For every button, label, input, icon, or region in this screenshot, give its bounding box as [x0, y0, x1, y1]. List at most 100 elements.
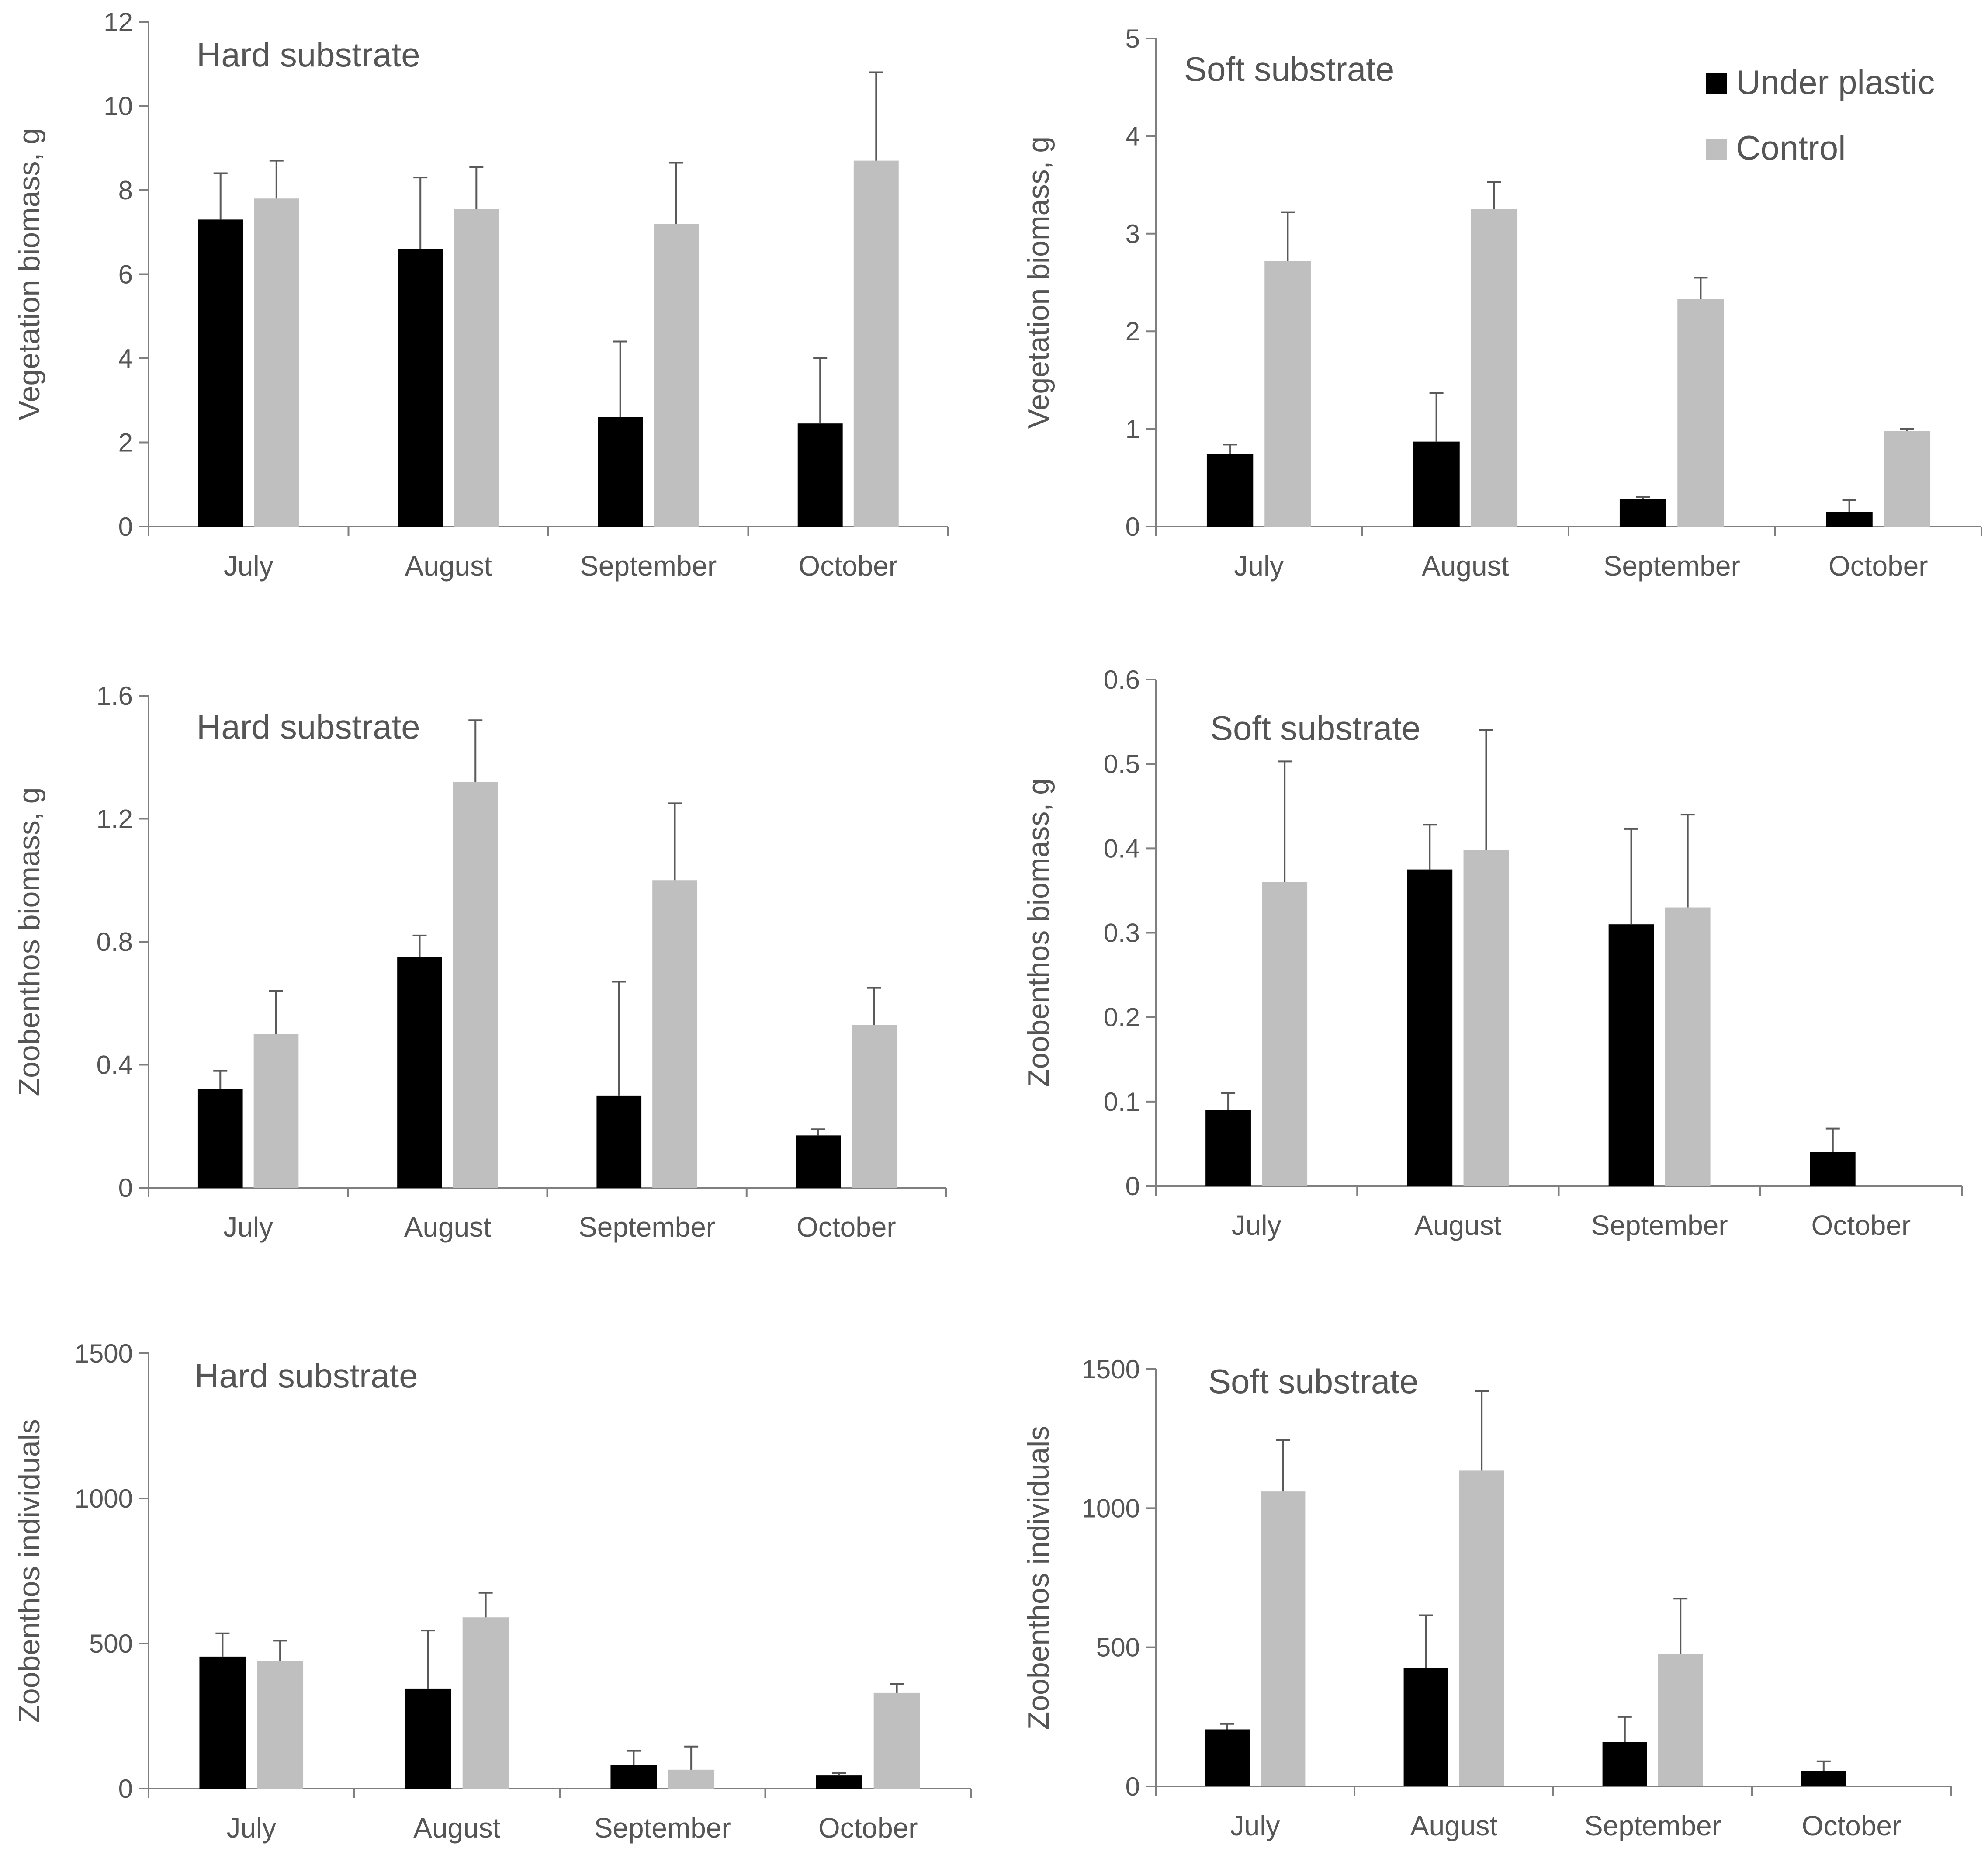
- bar-control: [1264, 261, 1311, 527]
- y-tick-label: 1.2: [97, 804, 133, 834]
- bar-under-plastic: [797, 423, 843, 527]
- bar-under-plastic: [596, 1095, 642, 1188]
- y-tick-label: 0.3: [1104, 919, 1140, 948]
- bar-under-plastic: [598, 417, 643, 527]
- x-category-label: July: [1232, 1210, 1281, 1241]
- y-tick-label: 1500: [75, 1339, 133, 1368]
- bar-under-plastic: [199, 1656, 246, 1789]
- bar-under-plastic: [1206, 454, 1254, 527]
- y-tick-label: 1000: [75, 1484, 133, 1513]
- y-tick-label: 12: [104, 7, 133, 37]
- x-category-label: October: [1811, 1210, 1911, 1241]
- y-axis-title: Vegetation biomass, g: [13, 128, 46, 420]
- bar-control: [454, 209, 499, 527]
- x-category-label: July: [224, 550, 274, 582]
- y-tick-label: 1500: [1082, 1355, 1140, 1384]
- bar-control: [257, 1661, 304, 1789]
- panel-6: 0 500 1000 1500 July August September October So…: [1022, 1355, 1952, 1841]
- bar-under-plastic: [1619, 499, 1666, 527]
- y-axis-title: Zoobenthos biomass, g: [1022, 778, 1055, 1087]
- x-category-label: September: [578, 1211, 715, 1243]
- x-category-label: October: [818, 1812, 918, 1844]
- bar-under-plastic: [198, 219, 243, 527]
- y-tick-label: 2: [1126, 317, 1140, 346]
- panel-title: Soft substrate: [1184, 50, 1394, 88]
- y-tick-label: 4: [1126, 121, 1140, 151]
- x-category-label: July: [1234, 550, 1284, 582]
- panel-title: Soft substrate: [1208, 1362, 1418, 1401]
- y-tick-label: 0: [1126, 1772, 1140, 1801]
- bar-control: [668, 1769, 715, 1789]
- bar-under-plastic: [816, 1775, 862, 1789]
- x-category-label: July: [226, 1812, 276, 1844]
- bar-under-plastic: [1205, 1729, 1250, 1786]
- y-tick-label: 0: [118, 512, 133, 541]
- x-category-label: September: [580, 550, 717, 582]
- x-category-label: September: [1604, 550, 1740, 582]
- y-tick-label: 10: [104, 92, 133, 121]
- bar-under-plastic: [1413, 441, 1460, 527]
- y-tick-label: 0: [118, 1774, 133, 1803]
- panel-4: 0 0.1 0.2 0.3 0.4 0.5 0.6 July August September Oc…: [1022, 665, 1963, 1241]
- y-tick-label: 0: [1126, 1172, 1140, 1201]
- panel-title: Hard substrate: [197, 707, 420, 746]
- x-category-label: August: [1422, 550, 1509, 582]
- bar-under-plastic: [397, 957, 442, 1188]
- x-category-label: August: [1414, 1210, 1501, 1241]
- x-category-label: September: [1591, 1210, 1728, 1241]
- y-tick-label: 2: [118, 428, 133, 458]
- bar-control: [462, 1617, 509, 1789]
- bar-under-plastic: [796, 1135, 841, 1188]
- panel-5: 0 500 1000 1500 July August September October Ha…: [13, 1339, 972, 1844]
- bar-control: [453, 782, 498, 1188]
- bar-control: [1884, 431, 1931, 527]
- panel-title: Hard substrate: [197, 35, 420, 74]
- y-tick-label: 0.8: [97, 927, 133, 957]
- bar-under-plastic: [1205, 1110, 1251, 1186]
- y-axis-title: Zoobenthos individuals: [1022, 1426, 1055, 1730]
- y-tick-label: 5: [1126, 24, 1140, 53]
- y-tick-label: 0.4: [97, 1051, 133, 1080]
- y-axis-title: Zoobenthos biomass, g: [13, 787, 46, 1096]
- y-tick-label: 3: [1126, 219, 1140, 249]
- legend-swatch-under-plastic: [1706, 73, 1727, 94]
- bar-control: [873, 1692, 920, 1789]
- bar-under-plastic: [398, 249, 443, 527]
- y-tick-label: 500: [1096, 1633, 1140, 1662]
- legend-label-control: Control: [1736, 128, 1846, 167]
- bar-under-plastic: [1608, 924, 1654, 1186]
- x-category-label: July: [1230, 1810, 1280, 1841]
- bar-under-plastic: [1407, 869, 1453, 1186]
- x-category-label: September: [1584, 1810, 1721, 1841]
- x-category-label: August: [404, 1211, 491, 1243]
- x-category-label: October: [798, 550, 898, 582]
- bar-control: [254, 198, 299, 527]
- y-tick-label: 6: [118, 260, 133, 289]
- legend: Under plastic Control: [1706, 63, 1935, 167]
- panel-title: Soft substrate: [1210, 709, 1420, 747]
- legend-label-under-plastic: Under plastic: [1736, 63, 1935, 101]
- bar-under-plastic: [1602, 1742, 1647, 1786]
- y-axis-title: Vegetation biomass, g: [1022, 136, 1055, 429]
- x-category-label: August: [405, 550, 492, 582]
- bar-control: [1262, 882, 1308, 1186]
- bar-control: [1261, 1491, 1306, 1786]
- y-tick-label: 1000: [1082, 1494, 1140, 1523]
- panel-title: Hard substrate: [194, 1356, 418, 1395]
- y-tick-label: 500: [89, 1629, 133, 1658]
- y-axis-title: Zoobenthos individuals: [13, 1419, 46, 1723]
- x-category-label: October: [1829, 550, 1928, 582]
- panel-1: 0 2 4 6 8 10 12 July August September October Hard …: [13, 7, 949, 582]
- x-category-label: October: [1802, 1810, 1901, 1841]
- y-tick-label: 1.6: [97, 681, 133, 711]
- bar-control: [852, 1025, 897, 1188]
- y-tick-label: 4: [118, 344, 133, 373]
- bar-under-plastic: [1810, 1152, 1856, 1186]
- bar-control: [652, 880, 697, 1188]
- x-category-label: September: [594, 1812, 731, 1844]
- bar-control: [1665, 907, 1711, 1186]
- bar-under-plastic: [405, 1688, 451, 1789]
- y-tick-label: 0: [1126, 512, 1140, 541]
